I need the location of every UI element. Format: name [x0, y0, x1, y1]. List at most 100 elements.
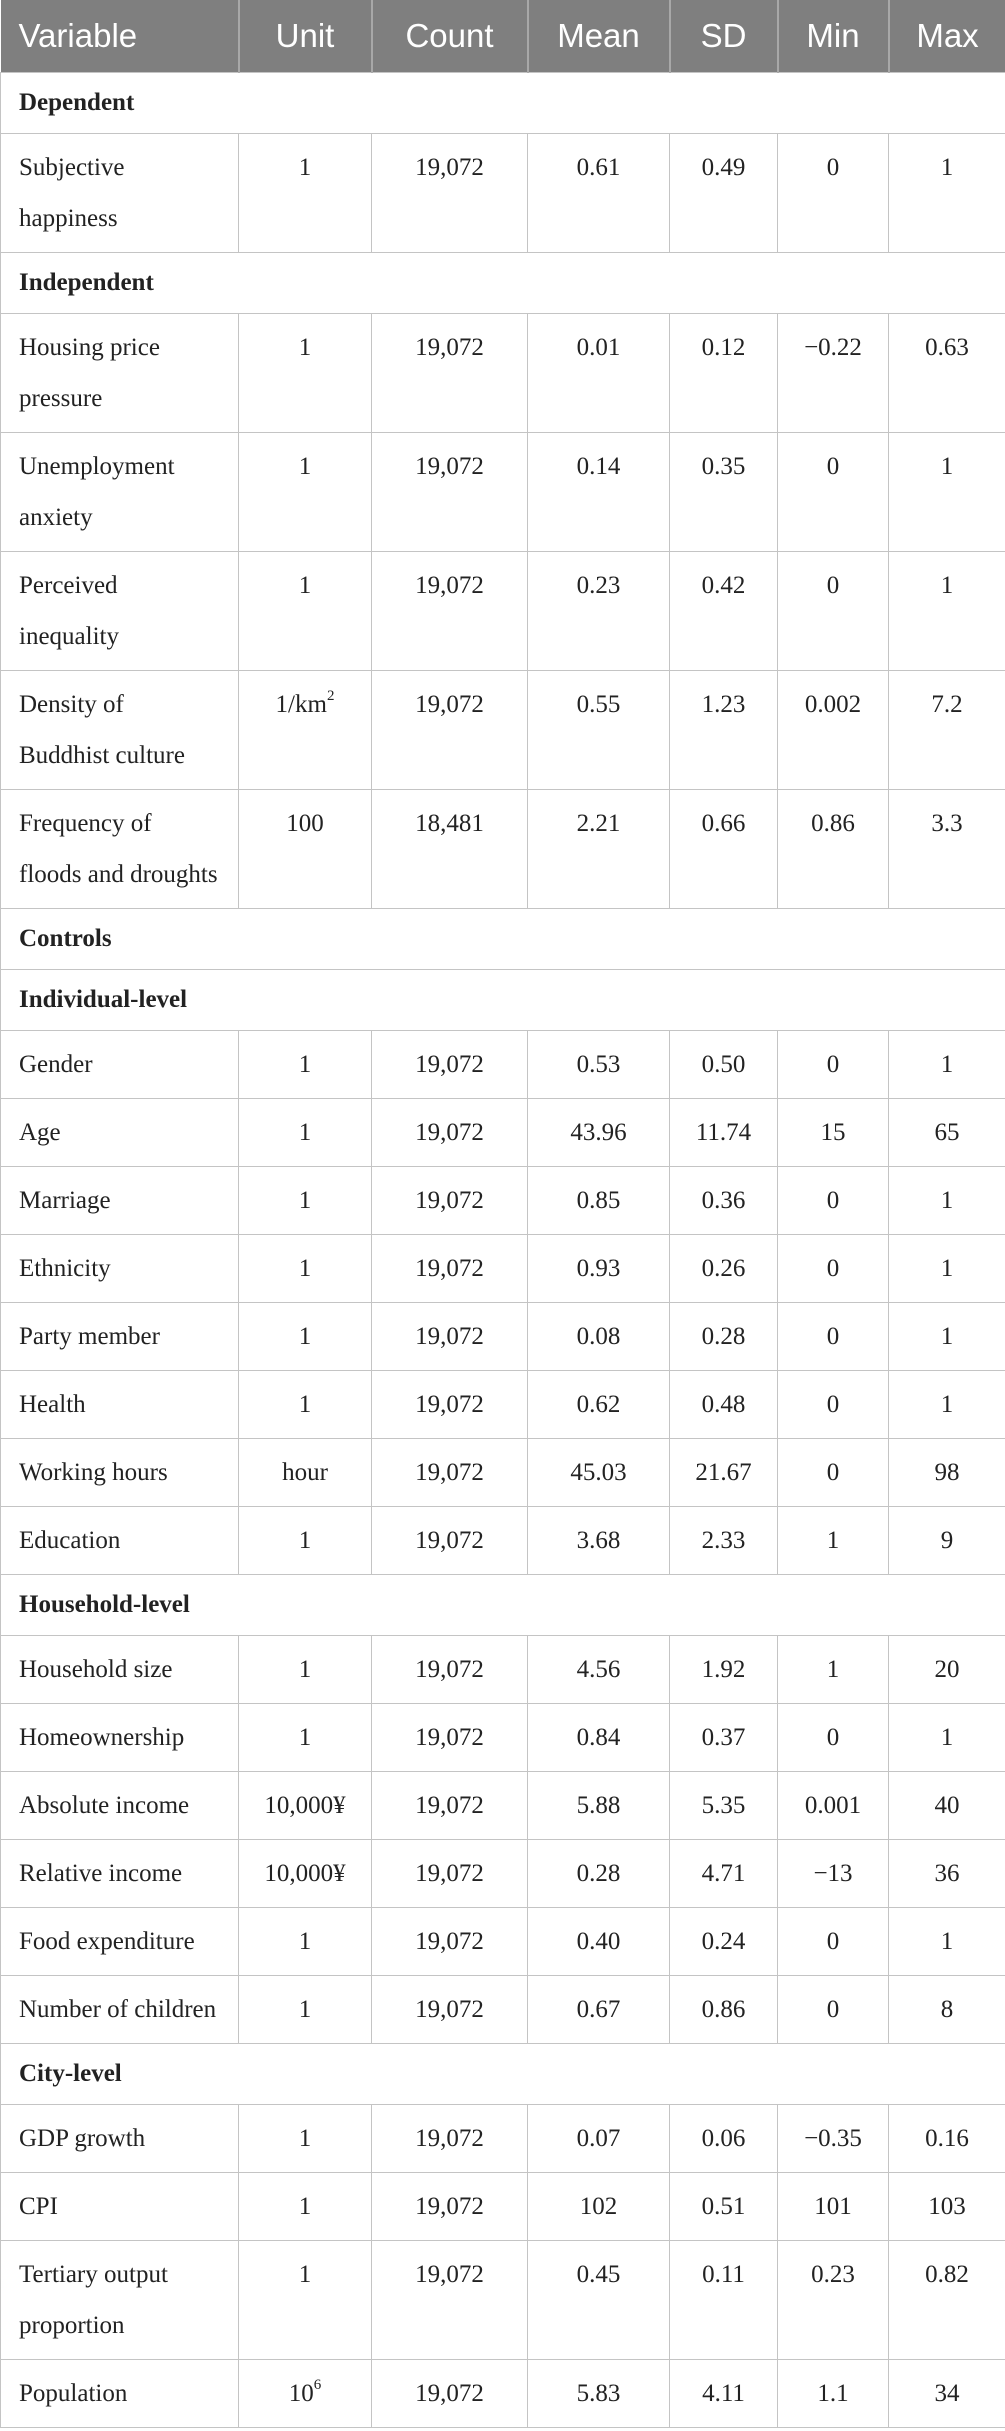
cell-count: 19,072 — [371, 1234, 528, 1303]
cell-count: 19,072 — [371, 1975, 528, 2044]
cell-variable: Frequency of floods and droughts — [0, 789, 239, 909]
cell-variable: Education — [0, 1506, 239, 1575]
cell-variable: Gender — [0, 1030, 239, 1099]
cell-min: −0.35 — [777, 2104, 889, 2173]
cell-sd: 2.33 — [669, 1506, 778, 1575]
cell-sd: 21.67 — [669, 1438, 778, 1507]
cell-variable: Density of Buddhist culture — [0, 670, 239, 790]
cell-sd: 11.74 — [669, 1098, 778, 1167]
cell-variable: Number of children — [0, 1975, 239, 2044]
cell-variable: Health — [0, 1370, 239, 1439]
unit-superscript: 2 — [326, 687, 335, 704]
cell-variable: Unemployment anxiety — [0, 432, 239, 552]
cell-mean: 0.14 — [527, 432, 670, 552]
cell-mean: 0.85 — [527, 1166, 670, 1235]
table-row: CPI 1 19,072 102 0.51 101 103 — [0, 2172, 1005, 2241]
section-row: Controls — [0, 908, 1005, 970]
cell-unit: 1/km2 — [238, 670, 372, 790]
cell-unit: 1 — [238, 1635, 372, 1704]
section-row: Independent — [0, 252, 1005, 314]
table-body: Dependent Subjective happiness 1 19,072 0.61… — [0, 72, 1005, 2428]
table-row: Homeownership 1 19,072 0.84 0.37 0 1 — [0, 1703, 1005, 1772]
header-row: Variable Unit Count Mean SD Min Max — [0, 0, 1005, 73]
cell-sd: 1.92 — [669, 1635, 778, 1704]
table-row: Density of Buddhist culture 1/km2 19,072 0.… — [0, 670, 1005, 790]
cell-min: 1 — [777, 1635, 889, 1704]
cell-max: 20 — [888, 1635, 1005, 1704]
cell-max: 1 — [888, 1166, 1005, 1235]
cell-max: 65 — [888, 1098, 1005, 1167]
cell-sd: 0.35 — [669, 432, 778, 552]
table-row: Absolute income 10,000¥ 19,072 5.88 5.35 0.00… — [0, 1771, 1005, 1840]
cell-min: 0.86 — [777, 789, 889, 909]
cell-unit: 1 — [238, 2172, 372, 2241]
section-row: Household-level — [0, 1574, 1005, 1636]
cell-sd: 0.42 — [669, 551, 778, 671]
cell-sd: 0.51 — [669, 2172, 778, 2241]
cell-sd: 0.86 — [669, 1975, 778, 2044]
cell-unit: 1 — [238, 1302, 372, 1371]
cell-mean: 0.01 — [527, 313, 670, 433]
table-row: Unemployment anxiety 1 19,072 0.14 0.35 0 1 — [0, 432, 1005, 552]
cell-count: 19,072 — [371, 2172, 528, 2241]
cell-max: 1 — [888, 1370, 1005, 1439]
unit-base: 10 — [288, 2380, 314, 2407]
cell-sd: 0.06 — [669, 2104, 778, 2173]
cell-sd: 0.28 — [669, 1302, 778, 1371]
cell-count: 19,072 — [371, 1438, 528, 1507]
cell-mean: 0.53 — [527, 1030, 670, 1099]
cell-variable: Tertiary output proportion — [0, 2240, 239, 2360]
cell-count: 19,072 — [371, 670, 528, 790]
cell-unit: 1 — [238, 1166, 372, 1235]
cell-count: 18,481 — [371, 789, 528, 909]
table-row: Party member 1 19,072 0.08 0.28 0 1 — [0, 1302, 1005, 1371]
cell-unit: 1 — [238, 1370, 372, 1439]
cell-mean: 0.84 — [527, 1703, 670, 1772]
cell-unit: 1 — [238, 313, 372, 433]
cell-variable: Perceived inequality — [0, 551, 239, 671]
cell-mean: 2.21 — [527, 789, 670, 909]
cell-max: 0.63 — [888, 313, 1005, 433]
unit-base: 1/km — [275, 691, 327, 718]
cell-unit: 106 — [238, 2359, 372, 2428]
cell-variable: Food expenditure — [0, 1907, 239, 1976]
cell-count: 19,072 — [371, 1703, 528, 1772]
cell-sd: 5.35 — [669, 1771, 778, 1840]
cell-unit: 1 — [238, 2240, 372, 2360]
cell-sd: 0.11 — [669, 2240, 778, 2360]
cell-min: 0 — [777, 551, 889, 671]
cell-sd: 4.71 — [669, 1839, 778, 1908]
cell-mean: 0.40 — [527, 1907, 670, 1976]
table-row: Population 106 19,072 5.83 4.11 1.1 34 — [0, 2359, 1005, 2428]
section-row: Individual-level — [0, 969, 1005, 1031]
cell-count: 19,072 — [371, 313, 528, 433]
cell-unit: 100 — [238, 789, 372, 909]
cell-unit: 1 — [238, 1234, 372, 1303]
table-row: Housing price pressure 1 19,072 0.01 0.12 −0.… — [0, 313, 1005, 433]
section-heading: Dependent — [0, 72, 1005, 134]
cell-min: 0 — [777, 1703, 889, 1772]
cell-mean: 0.08 — [527, 1302, 670, 1371]
header-unit: Unit — [238, 0, 373, 73]
table-row: Age 1 19,072 43.96 11.74 15 65 — [0, 1098, 1005, 1167]
cell-count: 19,072 — [371, 1506, 528, 1575]
cell-max: 1 — [888, 133, 1005, 253]
cell-count: 19,072 — [371, 1635, 528, 1704]
cell-mean: 43.96 — [527, 1098, 670, 1167]
cell-count: 19,072 — [371, 1030, 528, 1099]
cell-count: 19,072 — [371, 1166, 528, 1235]
cell-count: 19,072 — [371, 1098, 528, 1167]
section-heading: Controls — [0, 908, 1005, 970]
cell-sd: 0.37 — [669, 1703, 778, 1772]
cell-mean: 4.56 — [527, 1635, 670, 1704]
cell-count: 19,072 — [371, 551, 528, 671]
cell-min: 15 — [777, 1098, 889, 1167]
cell-mean: 0.07 — [527, 2104, 670, 2173]
cell-count: 19,072 — [371, 1370, 528, 1439]
header-mean: Mean — [527, 0, 671, 73]
cell-mean: 0.61 — [527, 133, 670, 253]
cell-mean: 0.62 — [527, 1370, 670, 1439]
cell-min: 1 — [777, 1506, 889, 1575]
cell-unit: 10,000¥ — [238, 1839, 372, 1908]
